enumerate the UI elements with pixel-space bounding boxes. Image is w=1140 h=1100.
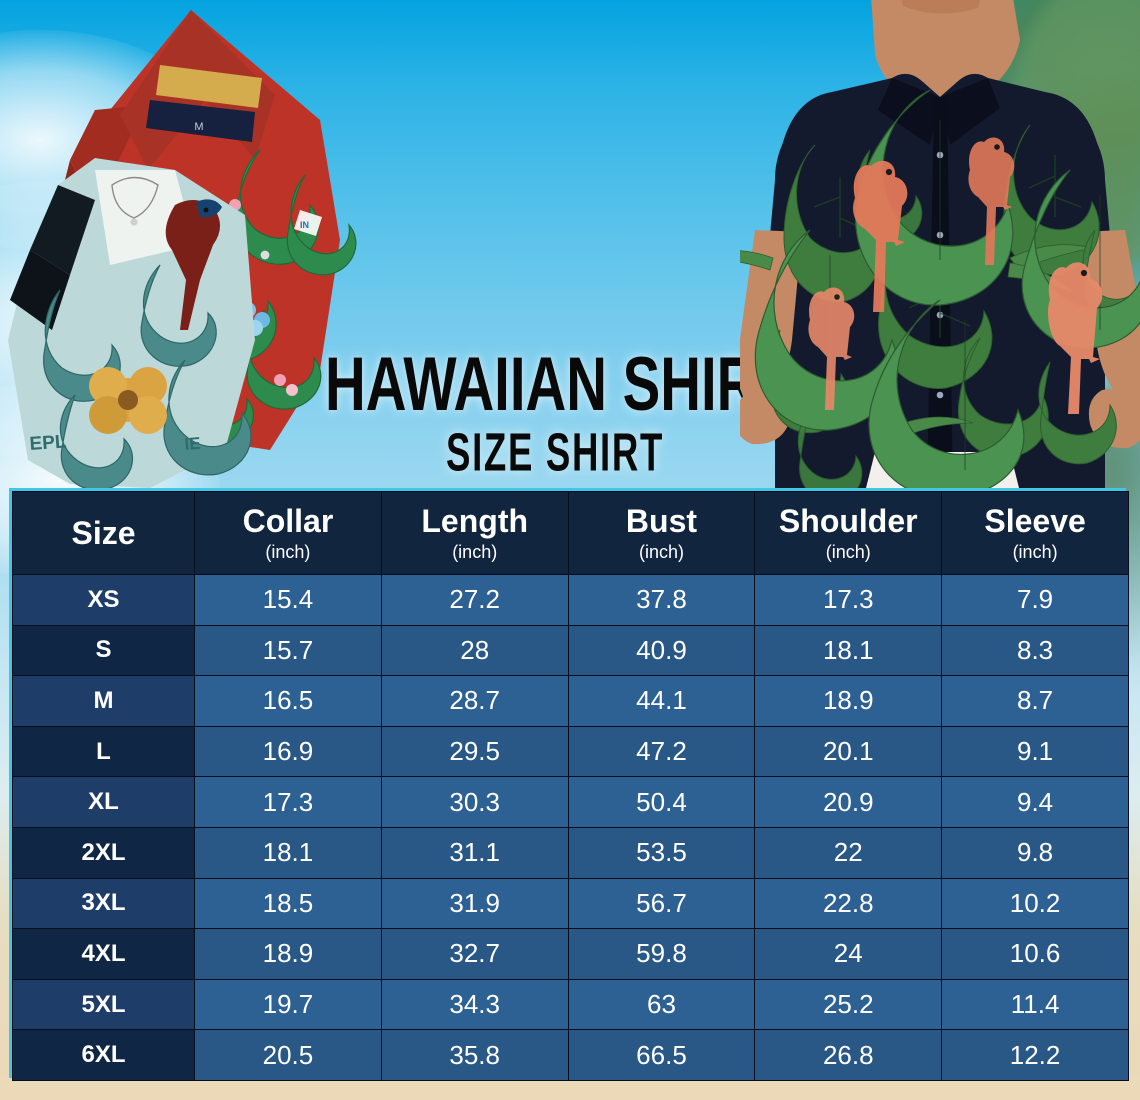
svg-text:M: M — [194, 121, 203, 133]
svg-text:EPL: EPL — [29, 431, 68, 455]
svg-text:IE: IE — [184, 434, 202, 454]
svg-text:IN: IN — [300, 220, 309, 230]
